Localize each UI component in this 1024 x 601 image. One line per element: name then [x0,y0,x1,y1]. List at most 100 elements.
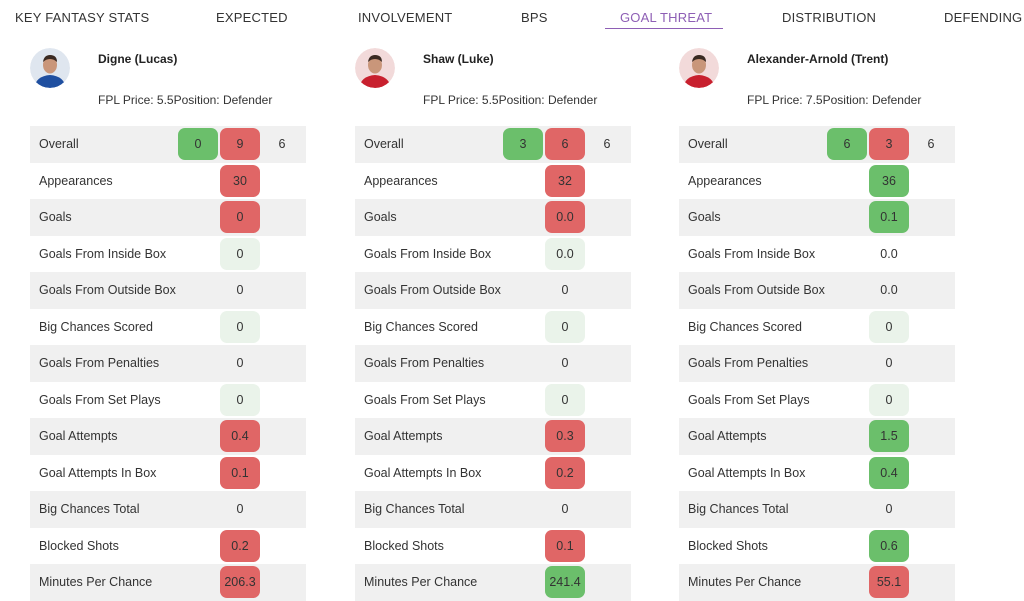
player-price: FPL Price: 5.5 [98,93,174,107]
overall-neutral-count: 6 [278,137,286,151]
stat-row: Minutes Per Chance 206.3 [30,564,306,601]
stat-row: Big Chances Total 0 [355,491,631,528]
stats-table: Overall 6 3 6 Appearances 36 Goals 0.1 Goals Fro… [679,126,955,601]
stat-label: Big Chances Total [364,502,465,516]
stat-row-overall: Overall 3 6 6 [355,126,631,163]
stat-value: 0 [220,310,260,343]
stat-row: Appearances 36 [679,163,955,200]
stat-row: Goal Attempts 1.5 [679,418,955,455]
stat-label: Goals From Set Plays [39,392,161,407]
stat-label: Big Chances Scored [364,319,478,334]
stat-row: Goal Attempts In Box 0.2 [355,455,631,492]
stat-value: 0.2 [220,529,260,562]
stat-value: 0.0 [880,246,898,261]
stat-value: 0 [561,356,569,370]
stat-label: Goal Attempts In Box [39,465,157,480]
stat-row: Big Chances Scored 0 [355,309,631,346]
stat-value: 0 [869,310,909,343]
tab-defending[interactable]: DEFENDING [944,10,1023,25]
stat-label: Goals From Penalties [39,356,160,370]
stat-value: 30 [220,164,260,197]
stat-value: 0.1 [220,456,260,489]
stat-label: Goal Attempts In Box [688,465,806,480]
stat-label: Big Chances Total [688,502,789,516]
player-avatar [30,48,70,88]
stat-label: Goals From Inside Box [688,246,816,261]
stat-value: 0 [561,283,569,297]
stat-value: 0 [561,502,569,516]
tab-key-fantasy-stats[interactable]: KEY FANTASY STATS [15,10,150,25]
stat-label: Goals From Outside Box [688,283,825,297]
stat-value: 1.5 [869,420,909,452]
stat-label: Goal Attempts [688,429,767,443]
stat-label: Appearances [364,173,438,188]
stat-label: Minutes Per Chance [688,575,802,589]
player-name: Alexander-Arnold (Trent) [747,52,889,66]
stat-row: Blocked Shots 0.2 [30,528,306,565]
tab-distribution[interactable]: DISTRIBUTION [782,10,877,25]
stat-row: Goals From Set Plays 0 [30,382,306,419]
overall-neutral-count: 6 [603,137,611,151]
stat-row: Goal Attempts In Box 0.1 [30,455,306,492]
stat-row: Goals 0 [30,199,306,236]
stat-row: Goals From Set Plays 0 [355,382,631,419]
stat-value: 0.1 [545,529,585,562]
stat-label: Goals [364,210,397,224]
stat-label: Overall [39,137,79,151]
stat-row-overall: Overall 6 3 6 [679,126,955,163]
player-position: Position: Defender [822,93,922,107]
stat-value: 36 [869,164,909,197]
stat-value: 0.4 [869,456,909,489]
player-meta: FPL Price: 5.5Position: Defender [423,93,597,107]
player-avatar [355,48,395,88]
overall-worse-count: 3 [869,128,909,160]
player-column: Shaw (Luke) FPL Price: 5.5Position: Defen… [355,44,635,601]
stat-row: Goals From Penalties 0 [30,345,306,382]
tab-bps[interactable]: BPS [521,10,548,25]
stat-row: Appearances 30 [30,163,306,200]
stat-label: Goals From Set Plays [364,392,486,407]
stat-row: Goals From Inside Box 0 [30,236,306,273]
stat-row: Blocked Shots 0.1 [355,528,631,565]
stat-row: Big Chances Scored 0 [679,309,955,346]
player-avatar [679,48,719,88]
stat-row: Goals 0.1 [679,199,955,236]
stat-row: Goals From Penalties 0 [355,345,631,382]
stat-row: Big Chances Scored 0 [30,309,306,346]
stat-row: Goals From Set Plays 0 [679,382,955,419]
stat-label: Goals From Inside Box [39,246,167,261]
stat-row: Goals From Inside Box 0.0 [679,236,955,273]
player-name: Digne (Lucas) [98,52,178,66]
stat-label: Goals [688,210,721,224]
stat-label: Overall [688,137,728,151]
stat-label: Big Chances Scored [688,319,802,334]
stat-value: 241.4 [545,566,585,598]
stat-row: Big Chances Total 0 [30,491,306,528]
stat-value: 32 [545,164,585,197]
stat-label: Appearances [39,173,113,188]
stat-label: Goals From Outside Box [364,283,501,297]
stat-value: 0.3 [545,420,585,452]
tab-involvement[interactable]: INVOLVEMENT [358,10,453,25]
stat-row: Goal Attempts 0.4 [30,418,306,455]
active-tab-indicator [605,28,723,29]
stat-row: Minutes Per Chance 241.4 [355,564,631,601]
stat-row: Goals From Outside Box 0.0 [679,272,955,309]
stat-value: 206.3 [220,566,260,598]
stat-label: Goals [39,210,72,224]
overall-neutral-count: 6 [927,137,935,151]
stat-value: 0 [545,383,585,416]
stat-label: Big Chances Scored [39,319,153,334]
tab-expected[interactable]: EXPECTED [216,10,288,25]
stat-value: 0 [885,356,893,370]
tab-goal-threat[interactable]: GOAL THREAT [620,10,713,25]
player-meta: FPL Price: 7.5Position: Defender [747,93,921,107]
stat-value: 0.0 [545,237,585,270]
stat-label: Blocked Shots [39,538,119,553]
stat-label: Goals From Penalties [364,356,485,370]
stat-label: Minutes Per Chance [39,575,153,589]
stat-label: Appearances [688,173,762,188]
overall-worse-count: 6 [545,128,585,160]
stat-label: Big Chances Total [39,502,140,516]
stat-label: Minutes Per Chance [364,575,478,589]
